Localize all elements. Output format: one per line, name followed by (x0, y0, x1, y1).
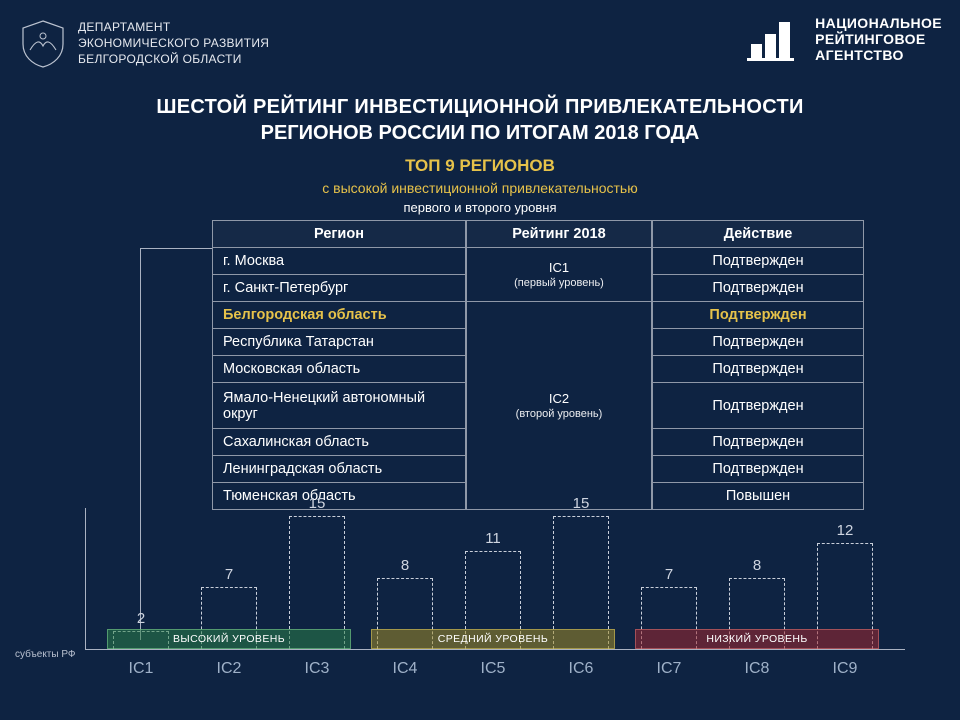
x-tick-label: IC5 (481, 660, 506, 678)
col-rating: Рейтинг 2018 (466, 220, 652, 248)
region-crest-icon (18, 18, 68, 68)
dept-line1: ДЕПАРТАМЕНТ (78, 19, 269, 35)
rating-label: IC1 (549, 260, 569, 275)
bar-value-label: 7 (642, 566, 696, 583)
table-row-action: Подтвержден (652, 456, 864, 483)
x-tick-label: IC8 (745, 660, 770, 678)
table-body: г. Москва Подтвержден г. Санкт-Петербург По… (212, 248, 864, 510)
main-title-line2: РЕГИОНОВ РОССИИ ПО ИТОГАМ 2018 ГОДА (0, 122, 960, 145)
table-row-region: Республика Татарстан (212, 329, 466, 356)
table-row-region: Ленинградская область (212, 456, 466, 483)
agency-text: НАЦИОНАЛЬНОЕ РЕЙТИНГОВОЕ АГЕНТСТВО (815, 15, 942, 63)
agency-line2: РЕЙТИНГОВОЕ (815, 31, 942, 47)
table-row-action: Подтвержден (652, 429, 864, 456)
x-tick-label: IC1 (129, 660, 154, 678)
rating-sublabel: (первый уровень) (514, 277, 604, 289)
table-row-region: г. Москва (212, 248, 466, 275)
level-band: НИЗКИЙ УРОВЕНЬ (635, 629, 879, 649)
rating-sublabel: (второй уровень) (516, 408, 603, 420)
x-tick-label: IC6 (569, 660, 594, 678)
bar-value-label: 8 (378, 557, 432, 574)
col-action: Действие (652, 220, 864, 248)
bar-value-label: 11 (466, 530, 520, 547)
header: ДЕПАРТАМЕНТ ЭКОНОМИЧЕСКОГО РАЗВИТИЯ БЕЛГ… (18, 18, 942, 78)
bar-value-label: 15 (290, 495, 344, 512)
table-row-action: Повышен (652, 483, 864, 510)
rating-merged-cell: IC1 (первый уровень) (466, 248, 652, 302)
subtitle-top9: ТОП 9 РЕГИОНОВ (0, 156, 960, 176)
department-text: ДЕПАРТАМЕНТ ЭКОНОМИЧЕСКОГО РАЗВИТИЯ БЕЛГ… (78, 19, 269, 68)
x-axis (85, 649, 905, 650)
table-row-region: Сахалинская область (212, 429, 466, 456)
agency-logo-icon (745, 14, 805, 64)
level-band: ВЫСОКИЙ УРОВЕНЬ (107, 629, 351, 649)
x-tick-label: IC4 (393, 660, 418, 678)
table-row-region: г. Санкт-Петербург (212, 275, 466, 302)
table-row-action: Подтвержден (652, 302, 864, 329)
bar-value-label: 12 (818, 522, 872, 539)
col-region: Регион (212, 220, 466, 248)
table-row-action: Подтвержден (652, 383, 864, 429)
agency-line1: НАЦИОНАЛЬНОЕ (815, 15, 942, 31)
agency-block: НАЦИОНАЛЬНОЕ РЕЙТИНГОВОЕ АГЕНТСТВО (745, 14, 942, 64)
dept-line2: ЭКОНОМИЧЕСКОГО РАЗВИТИЯ (78, 35, 269, 51)
table-header-row: Регион Рейтинг 2018 Действие (212, 220, 864, 248)
x-tick-label: IC2 (217, 660, 242, 678)
table-row-action: Подтвержден (652, 248, 864, 275)
x-tick-label: IC7 (657, 660, 682, 678)
rating-merged-cell: IC2 (второй уровень) (466, 302, 652, 510)
x-tick-label: IC9 (833, 660, 858, 678)
regions-table: Регион Рейтинг 2018 Действие г. Москва По… (212, 220, 864, 510)
table-row-region: Ямало-Ненецкий автономный округ (212, 383, 466, 429)
bar-value-label: 15 (554, 495, 608, 512)
bar-value-label: 2 (114, 610, 168, 627)
bars-container: 2715811157812 (85, 508, 905, 649)
subtitle-desc: с высокой инвестиционной привлекательнос… (0, 180, 960, 196)
table-row-region: Белгородская область (212, 302, 466, 329)
subtitle-levels: первого и второго уровня (0, 200, 960, 215)
main-title-line1: ШЕСТОЙ РЕЙТИНГ ИНВЕСТИЦИОННОЙ ПРИВЛЕКАТЕ… (0, 96, 960, 119)
bar-value-label: 7 (202, 566, 256, 583)
agency-line3: АГЕНТСТВО (815, 47, 942, 63)
table-row-region: Московская область (212, 356, 466, 383)
level-band: СРЕДНИЙ УРОВЕНЬ (371, 629, 615, 649)
x-tick-label: IC3 (305, 660, 330, 678)
table-row-action: Подтвержден (652, 356, 864, 383)
table-row-action: Подтвержден (652, 329, 864, 356)
x-ticks: IC1 IC2 IC3 IC4 IC5 IC6 IC7 IC8 IC9 (85, 652, 905, 678)
dept-line3: БЕЛГОРОДСКОЙ ОБЛАСТИ (78, 51, 269, 67)
chart: субъекты РФ 2715811157812 IC1IC2IC3IC4IC… (85, 508, 905, 678)
table-row-action: Подтвержден (652, 275, 864, 302)
rating-label: IC2 (549, 391, 569, 406)
y-axis-label: субъекты РФ (15, 649, 76, 660)
bar-value-label: 8 (730, 557, 784, 574)
